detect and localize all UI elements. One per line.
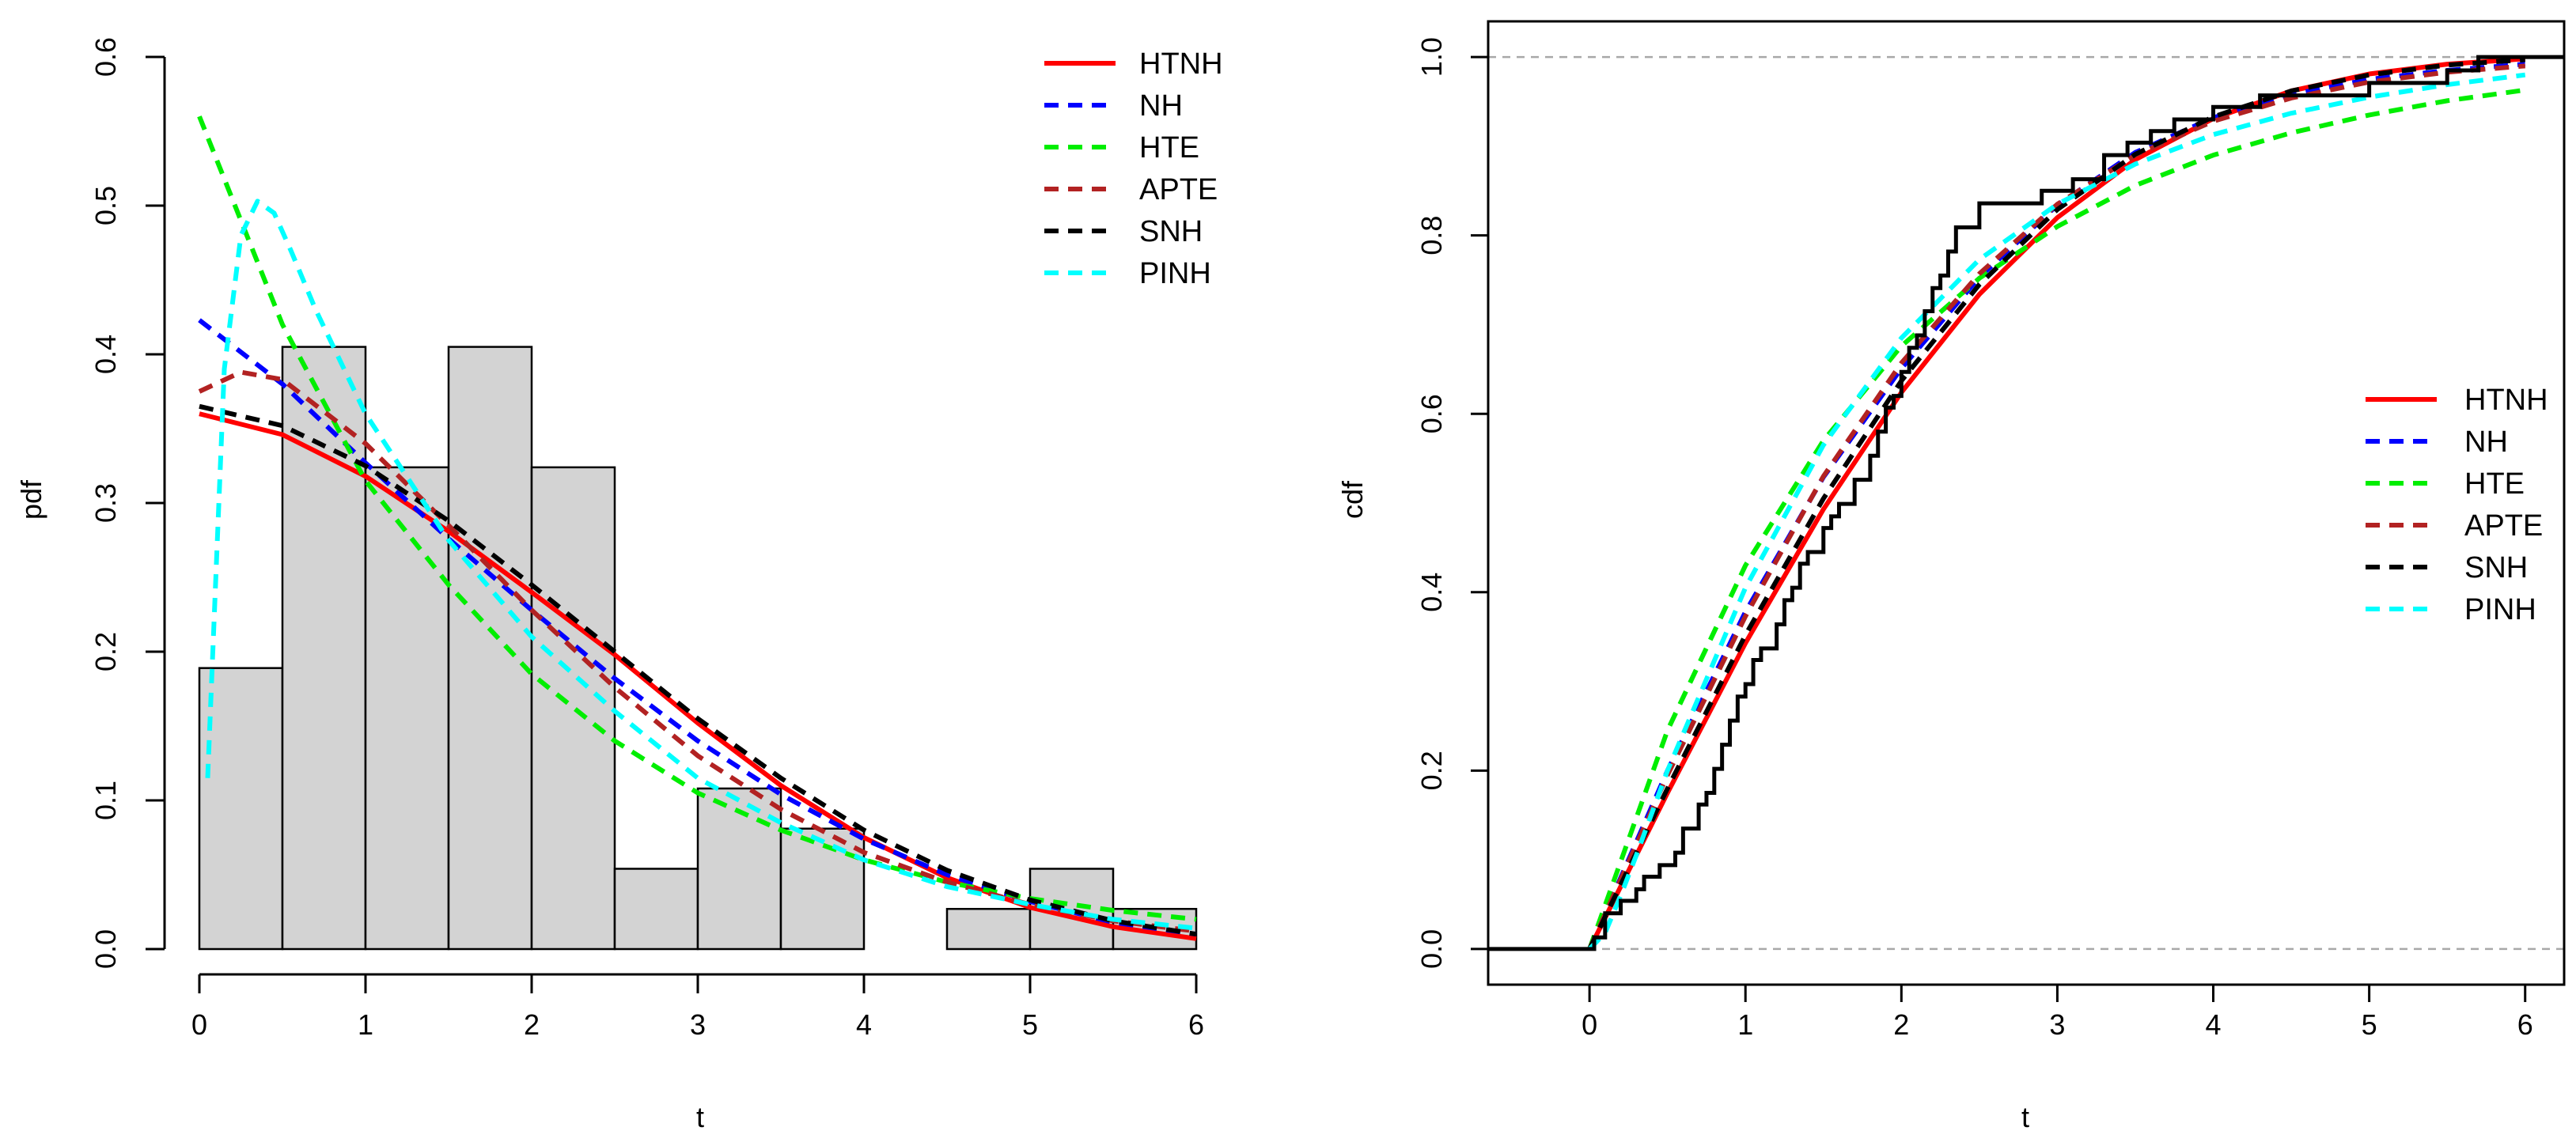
legend-label-snh: SNH bbox=[1139, 215, 1203, 248]
cdf-y-tick-label: 0.6 bbox=[1415, 394, 1448, 433]
histogram-bar bbox=[613, 868, 699, 951]
histogram-bar bbox=[364, 466, 450, 951]
pdf-y-tick-label: 0.2 bbox=[89, 632, 122, 671]
legend-label-pinh: PINH bbox=[1139, 257, 1211, 290]
legend-label-pinh: PINH bbox=[2464, 593, 2536, 626]
legend-label-nh: NH bbox=[2464, 425, 2508, 459]
pdf-x-tick-label: 1 bbox=[358, 1008, 373, 1041]
cdf-x-tick-label: 6 bbox=[2517, 1008, 2533, 1041]
histogram bbox=[198, 346, 1198, 951]
cdf-y-tick-label: 0.4 bbox=[1415, 573, 1448, 612]
legend-label-htnh: HTNH bbox=[1139, 47, 1223, 81]
cdf-panel: 0 1 2 3 4 5 6 0.0 0.2 0.4 0.6 0.8 1.0 HTNH NH HTE APTE S… bbox=[1336, 20, 2566, 1133]
pdf-x-tick-label: 5 bbox=[1022, 1008, 1038, 1041]
series-htnh-curve bbox=[199, 411, 1197, 941]
cdf-curves bbox=[1587, 56, 2526, 951]
cdf-x-tick-label: 1 bbox=[1737, 1008, 1753, 1041]
cdf-x-tick-label: 3 bbox=[2049, 1008, 2065, 1041]
cdf-y-tick-label: 1.0 bbox=[1415, 37, 1448, 77]
cdf-y-axis-label: cdf bbox=[1336, 480, 1369, 519]
cdf-legend: HTNH NH HTE APTE SNH PINH bbox=[2366, 384, 2548, 626]
pdf-y-tick-label: 0.0 bbox=[89, 929, 122, 969]
legend-label-nh: NH bbox=[1139, 89, 1183, 123]
cdf-x-axis-label: t bbox=[2021, 1101, 2029, 1133]
series-nh-cdf bbox=[1587, 62, 2525, 951]
pdf-panel: 0 1 2 3 4 5 6 0.0 0.1 0.2 0.3 0.4 0.5 0.6 HTNH NH HTE AP… bbox=[15, 37, 1223, 1133]
histogram-bar bbox=[198, 667, 284, 951]
cdf-x-tick-label: 0 bbox=[1582, 1008, 1597, 1041]
histogram-bar bbox=[530, 466, 616, 951]
pdf-x-tick-label: 2 bbox=[524, 1008, 540, 1041]
pdf-legend: HTNH NH HTE APTE SNH PINH bbox=[1044, 47, 1223, 290]
cdf-x-tick-label: 5 bbox=[2362, 1008, 2377, 1041]
empirical-cdf bbox=[1488, 55, 2564, 951]
legend-label-hte: HTE bbox=[1139, 131, 1199, 165]
cdf-y-tick-label: 0.8 bbox=[1415, 216, 1448, 255]
pdf-y-axis-label: pdf bbox=[15, 479, 47, 520]
series-snh-cdf bbox=[1587, 57, 2525, 951]
ecdf-step bbox=[1488, 55, 2564, 951]
cdf-plot-box bbox=[1487, 20, 2566, 986]
series-apte-cdf bbox=[1587, 63, 2525, 951]
pdf-x-axis-label: t bbox=[696, 1101, 704, 1133]
cdf-y-tick-label: 0.0 bbox=[1415, 929, 1448, 969]
legend-label-apte: APTE bbox=[1139, 173, 1218, 206]
cdf-y-tick-label: 0.2 bbox=[1415, 751, 1448, 790]
series-hte-cdf bbox=[1587, 87, 2526, 950]
pdf-y-tick-label: 0.3 bbox=[89, 483, 122, 523]
density-curves bbox=[197, 115, 1197, 941]
series-htnh-cdf bbox=[1587, 56, 2525, 951]
pdf-y-tick-label: 0.5 bbox=[89, 186, 122, 225]
histogram-bar bbox=[696, 787, 782, 951]
legend-label-hte: HTE bbox=[2464, 467, 2525, 501]
pdf-x-tick-label: 0 bbox=[191, 1008, 207, 1041]
histogram-bar bbox=[281, 346, 367, 951]
histogram-bar bbox=[779, 827, 866, 951]
pdf-x-tick-label: 3 bbox=[690, 1008, 706, 1041]
pdf-axes: 0 1 2 3 4 5 6 0.0 0.1 0.2 0.3 0.4 0.5 0.6 bbox=[89, 37, 1204, 1041]
pdf-y-tick-label: 0.1 bbox=[89, 781, 122, 820]
cdf-x-tick-label: 2 bbox=[1893, 1008, 1909, 1041]
series-pinh-curve bbox=[205, 199, 1197, 931]
cdf-x-tick-label: 4 bbox=[2206, 1008, 2222, 1041]
series-pinh-cdf bbox=[1587, 72, 2526, 951]
histogram-bar bbox=[447, 346, 533, 951]
pdf-x-tick-label: 6 bbox=[1188, 1008, 1204, 1041]
legend-label-htnh: HTNH bbox=[2464, 384, 2548, 417]
legend-label-apte: APTE bbox=[2464, 509, 2543, 543]
pdf-y-tick-label: 0.4 bbox=[89, 335, 122, 374]
cdf-axes: 0 1 2 3 4 5 6 0.0 0.2 0.4 0.6 0.8 1.0 bbox=[1415, 37, 2533, 1041]
series-snh-curve bbox=[199, 403, 1197, 937]
pdf-y-tick-label: 0.6 bbox=[89, 37, 122, 77]
legend-label-snh: SNH bbox=[2464, 551, 2528, 584]
pdf-x-tick-label: 4 bbox=[856, 1008, 872, 1041]
histogram-bar bbox=[945, 907, 1032, 951]
